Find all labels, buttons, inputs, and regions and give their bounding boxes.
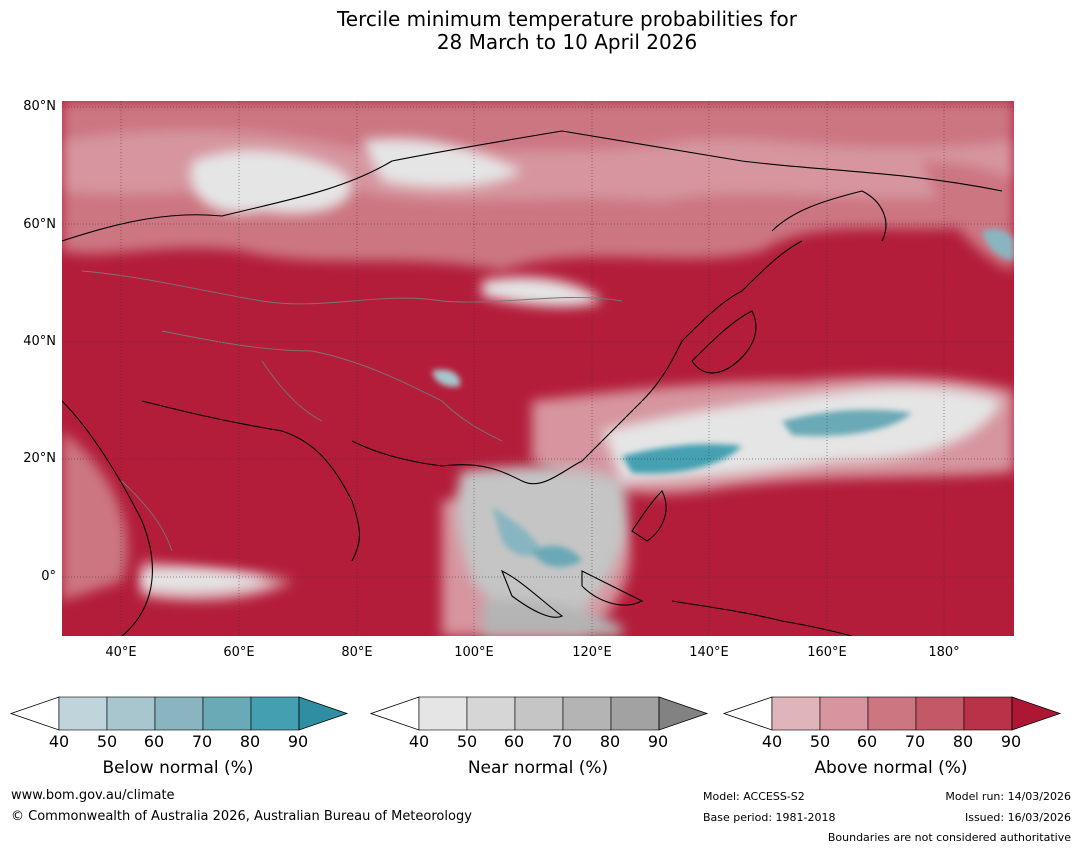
above-colorbar-segment (819, 696, 869, 731)
model-run-text: Model run: 14/03/2026 (945, 790, 1071, 803)
above-tick: 80 (952, 732, 974, 751)
above-colorbar-low-extension (723, 696, 773, 731)
near-colorbar-segment (610, 696, 660, 731)
above-normal-label: Above normal (%) (814, 758, 968, 778)
below-colorbar-segment (106, 696, 156, 731)
below-normal-shading (432, 229, 1014, 567)
lon-label-80e: 80°E (341, 645, 373, 660)
lon-label-120e: 120°E (572, 645, 612, 660)
below-normal-label: Below normal (%) (102, 758, 254, 778)
probability-map (62, 101, 1014, 636)
near-colorbar-high-extension (658, 696, 709, 731)
below-colorbar-segment (202, 696, 252, 731)
near-tick: 90 (647, 732, 669, 751)
near-colorbar-segment (514, 696, 564, 731)
above-colorbar-segment (963, 696, 1013, 731)
lat-label-0: 0° (41, 569, 56, 584)
near-tick: 40 (408, 732, 430, 751)
near-colorbar-low-extension (370, 696, 420, 731)
below-colorbar-segment (250, 696, 300, 731)
near-tick: 70 (551, 732, 573, 751)
above-colorbar-high-extension (1011, 696, 1062, 731)
below-tick: 50 (96, 732, 118, 751)
above-colorbar-segment (915, 696, 965, 731)
above-tick: 50 (809, 732, 831, 751)
below-colorbar-low-extension (10, 696, 60, 731)
near-normal-colorbar (370, 696, 709, 731)
bom-url-link[interactable]: www.bom.gov.au/climate (11, 788, 175, 803)
below-tick: 60 (143, 732, 165, 751)
graticule (62, 101, 1014, 636)
lon-label-40e: 40°E (105, 645, 137, 660)
below-tick: 70 (191, 732, 213, 751)
above-tick: 40 (761, 732, 783, 751)
above-tick: 90 (1000, 732, 1022, 751)
below-tick: 90 (287, 732, 309, 751)
model-text: Model: ACCESS-S2 (703, 790, 805, 803)
near-normal-label: Near normal (%) (467, 758, 609, 778)
below-colorbar-high-extension (298, 696, 349, 731)
below-colorbar-segment (58, 696, 108, 731)
above-colorbar-segment (867, 696, 917, 731)
near-tick: 80 (599, 732, 621, 751)
issued-text: Issued: 16/03/2026 (964, 811, 1071, 824)
base-period-text: Base period: 1981-2018 (703, 811, 836, 824)
near-tick: 50 (456, 732, 478, 751)
lat-label-60n: 60°N (23, 217, 56, 232)
disclaimer-text: Boundaries are not considered authoritat… (827, 831, 1071, 844)
coastlines (62, 130, 1003, 636)
near-tick: 60 (503, 732, 525, 751)
chart-title: Tercile minimum temperature probabilitie… (0, 8, 1081, 54)
near-colorbar-segment (418, 696, 468, 731)
below-normal-colorbar (10, 696, 349, 731)
title-line-1: Tercile minimum temperature probabilitie… (336, 7, 798, 31)
lon-label-60e: 60°E (223, 645, 255, 660)
copyright-text: © Commonwealth of Australia 2026, Austra… (11, 809, 472, 824)
near-normal-shading (142, 138, 1002, 636)
above-tick: 60 (856, 732, 878, 751)
below-tick: 40 (48, 732, 70, 751)
above-tick: 70 (904, 732, 926, 751)
lat-label-40n: 40°N (23, 334, 56, 349)
lon-label-180: 180° (928, 645, 960, 660)
lat-label-20n: 20°N (23, 451, 56, 466)
title-line-2: 28 March to 10 April 2026 (436, 30, 698, 54)
near-colorbar-segment (466, 696, 516, 731)
below-tick: 80 (239, 732, 261, 751)
below-colorbar-segment (154, 696, 204, 731)
lon-label-160e: 160°E (807, 645, 847, 660)
near-colorbar-segment (562, 696, 612, 731)
country-boundaries (81, 270, 623, 552)
above-normal-colorbar (723, 696, 1062, 731)
above-colorbar-segment (771, 696, 821, 731)
lat-label-80n: 80°N (23, 99, 56, 114)
lon-label-100e: 100°E (454, 645, 494, 660)
lon-label-140e: 140°E (689, 645, 729, 660)
